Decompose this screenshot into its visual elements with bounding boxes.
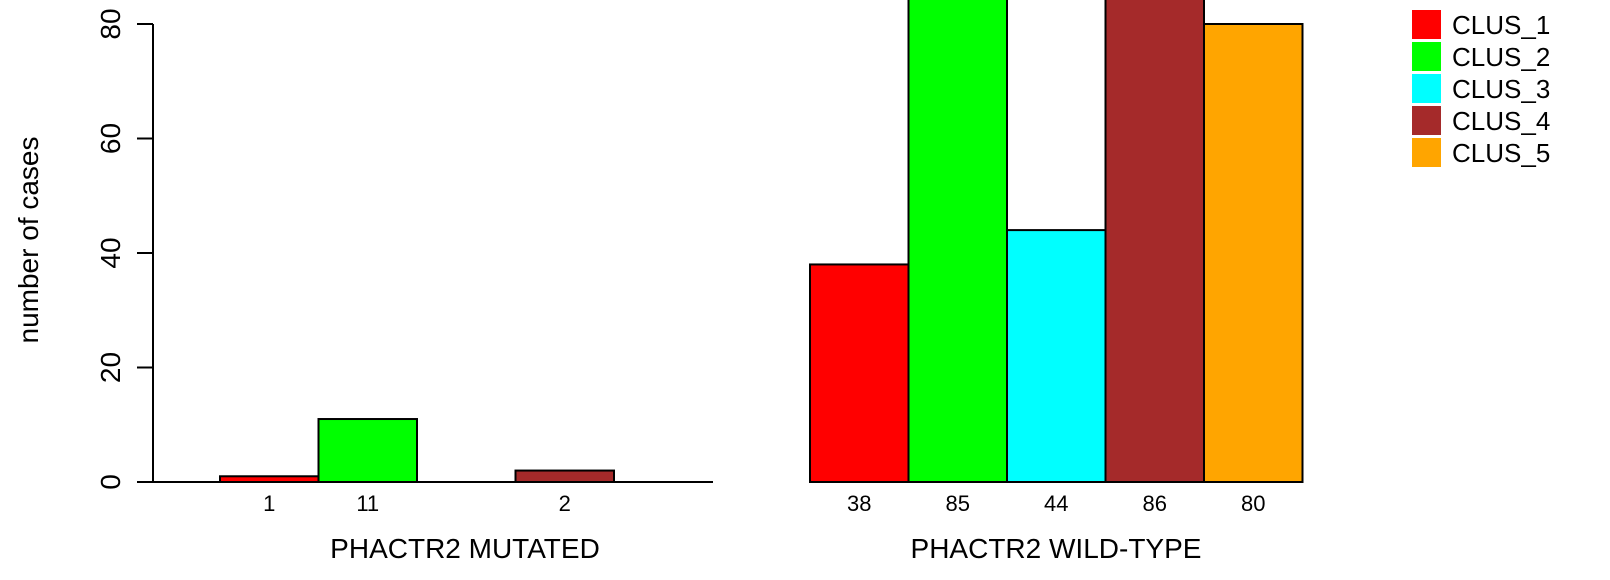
y-axis-label: number of cases <box>13 137 44 344</box>
legend-swatch <box>1412 74 1441 103</box>
bar-clus_1-group0 <box>219 475 320 483</box>
y-tick-label: 0 <box>95 474 126 490</box>
y-tick-label: 60 <box>95 123 126 154</box>
legend-swatch <box>1412 106 1441 135</box>
legend-label: CLUS_3 <box>1452 74 1550 104</box>
bar-value-label: 85 <box>946 491 970 516</box>
y-tick-label: 40 <box>95 237 126 268</box>
bar-value-label: 86 <box>1143 491 1167 516</box>
bar-value-label: 11 <box>356 491 379 516</box>
legend-label: CLUS_5 <box>1452 138 1550 168</box>
bar-clus_2-group0 <box>317 418 418 483</box>
bar-clus_4-group1 <box>1104 0 1205 484</box>
bar-clus_2-group1 <box>907 0 1008 483</box>
y-tick-label: 20 <box>95 352 126 383</box>
group-label-mutated: PHACTR2 MUTATED <box>330 533 600 564</box>
legend-swatch <box>1412 10 1441 39</box>
bar-clus_3-group1 <box>1006 229 1107 483</box>
bar-value-labels: 1 11 2 38 85 44 86 80 <box>263 491 1265 516</box>
bar-value-label: 44 <box>1044 491 1068 516</box>
legend-label: CLUS_1 <box>1452 10 1550 40</box>
bars <box>219 0 1304 484</box>
bar-value-label: 1 <box>263 491 275 516</box>
legend-label: CLUS_4 <box>1452 106 1550 136</box>
bar-value-label: 2 <box>559 491 571 516</box>
legend-swatch <box>1412 138 1441 167</box>
bar-value-label: 38 <box>847 491 871 516</box>
legend-label: CLUS_2 <box>1452 42 1550 72</box>
bar-clus_5-group1 <box>1203 23 1304 483</box>
bar-clus_1-group1 <box>809 263 910 484</box>
bar-clus_4-group0 <box>514 469 615 483</box>
bar-value-label: 80 <box>1241 491 1265 516</box>
legend-swatch <box>1412 42 1441 71</box>
y-tick-label: 80 <box>95 8 126 39</box>
group-label-wild-type: PHACTR2 WILD-TYPE <box>911 533 1202 564</box>
